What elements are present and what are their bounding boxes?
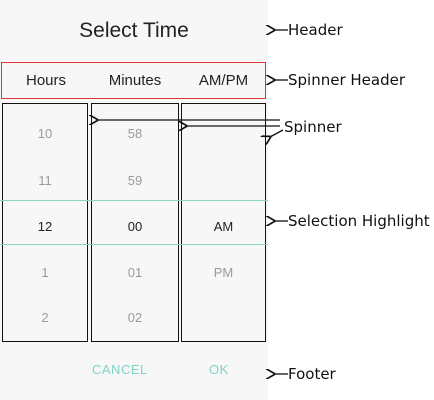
arrow-icon [270, 129, 284, 137]
annotation-selection-highlight: Selection Highlight [288, 212, 430, 230]
annotation-spinner-header: Spinner Header [288, 71, 406, 89]
hour-option[interactable]: 2 [41, 310, 49, 325]
minutes-spinner[interactable]: 58 59 00 01 02 [91, 103, 179, 342]
spinner-header: Hours Minutes AM/PM [1, 62, 266, 99]
hour-option[interactable]: 11 [38, 173, 52, 188]
minute-option[interactable]: 59 [127, 173, 143, 188]
ok-button[interactable]: OK [209, 362, 229, 377]
spinner-header-hours: Hours [25, 72, 66, 89]
minute-option[interactable]: 02 [127, 310, 143, 325]
cancel-button[interactable]: CANCEL [92, 362, 148, 377]
spinner-header-ampm: AM/PM [198, 72, 249, 89]
annotation-footer: Footer [288, 365, 336, 383]
ampm-option[interactable]: PM [213, 265, 234, 280]
minute-option-selected[interactable]: 00 [127, 219, 143, 234]
hours-spinner[interactable]: 10 11 12 1 2 [2, 103, 88, 342]
hour-option-selected[interactable]: 12 [37, 219, 53, 234]
hour-option[interactable]: 10 [37, 126, 53, 141]
minute-option[interactable]: 58 [127, 126, 143, 141]
annotation-header: Header [288, 21, 343, 39]
time-picker-dialog: Select Time Hours Minutes AM/PM 10 11 12… [0, 19, 268, 377]
hour-option[interactable]: 1 [41, 265, 49, 280]
ampm-option-selected[interactable]: AM [213, 219, 234, 234]
annotation-spinner: Spinner [284, 118, 342, 136]
spinner-header-minutes: Minutes [108, 72, 162, 89]
ampm-spinner[interactable]: AM PM [181, 103, 266, 342]
minute-option[interactable]: 01 [127, 265, 143, 280]
dialog-title: Select Time [79, 19, 189, 42]
